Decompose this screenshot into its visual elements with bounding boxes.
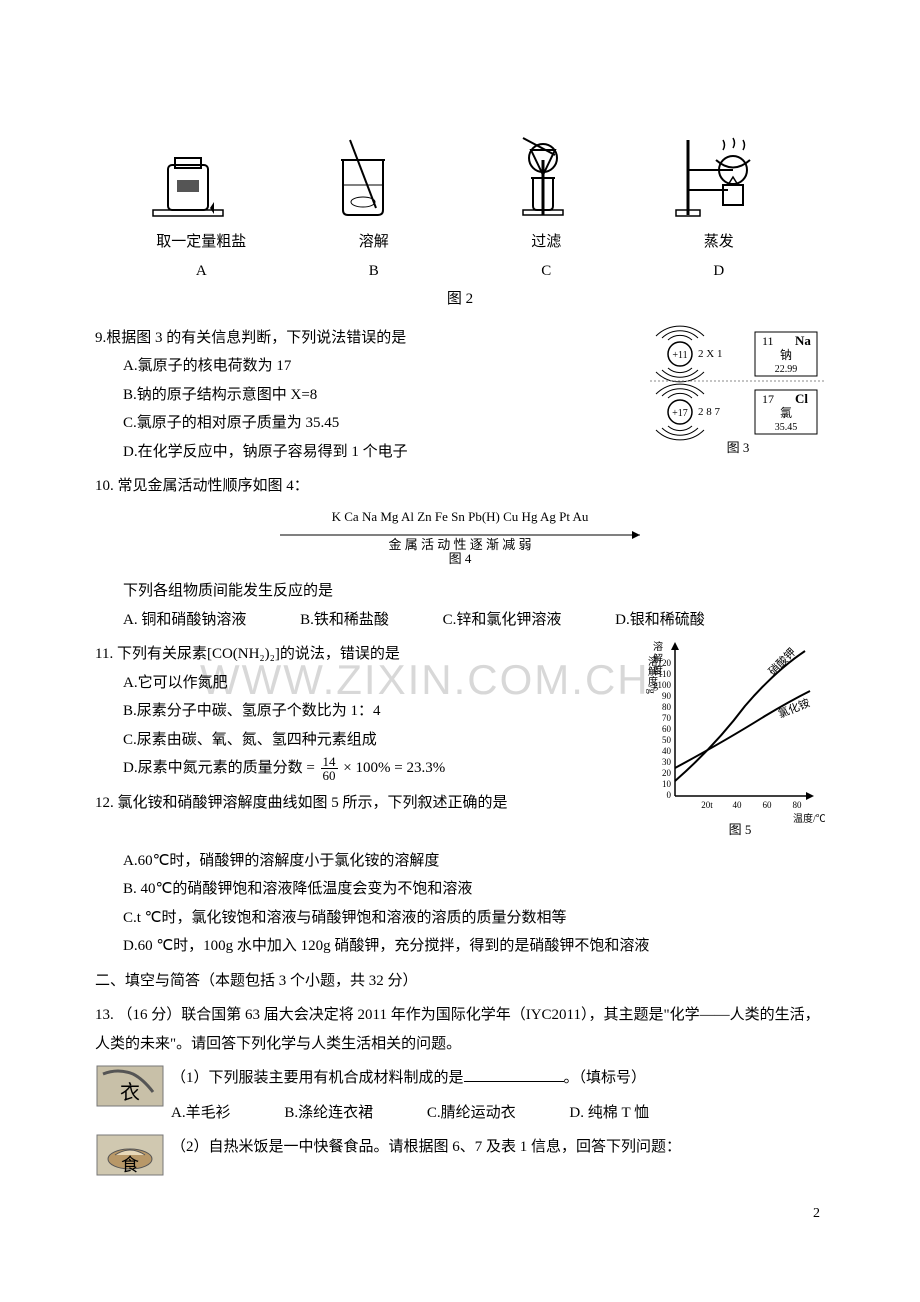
q12-option-c: C.t ℃时，氯化铵饱和溶液与硝酸钾饱和溶液的溶质的质量分数相等 <box>123 904 825 933</box>
figure-5: 0 10 20 30 40 50 60 70 80 90 100 110 120… <box>645 636 825 847</box>
fig2-b-letter: B <box>288 257 461 286</box>
fig2-d-letter: D <box>633 257 806 286</box>
svg-text:衣: 衣 <box>120 1081 140 1104</box>
clothes-icon: 衣 <box>95 1064 165 1119</box>
svg-text:氯: 氯 <box>780 406 792 420</box>
q12-option-b: B. 40℃的硝酸钾饱和溶液降低温度会变为不饱和溶液 <box>123 875 825 904</box>
blank-input[interactable] <box>464 1081 564 1082</box>
svg-text:80: 80 <box>793 800 803 810</box>
q10-options: A. 铜和硝酸钠溶液 B.铁和稀盐酸 C.锌和氯化钾溶液 D.银和稀硫酸 <box>123 606 825 635</box>
svg-text:温度/℃: 温度/℃ <box>793 812 825 825</box>
svg-text:17: 17 <box>762 392 774 406</box>
fig2-b-label: 溶解 <box>288 228 461 257</box>
fraction-icon: 14 60 <box>321 755 338 782</box>
fig2-item-a <box>143 130 233 224</box>
fig2-a-label: 取一定量粗盐 <box>115 228 288 257</box>
svg-text:硝酸钾: 硝酸钾 <box>765 645 798 678</box>
svg-text:60: 60 <box>662 724 672 734</box>
q10-option-d: D.银和稀硫酸 <box>615 606 705 635</box>
fig2-c-label: 过滤 <box>460 228 633 257</box>
svg-text:20: 20 <box>662 768 672 778</box>
svg-text:40: 40 <box>733 800 743 810</box>
filter-icon <box>493 120 593 220</box>
svg-text:钠: 钠 <box>780 347 792 362</box>
svg-text:35.45: 35.45 <box>775 422 798 433</box>
svg-text:食: 食 <box>121 1155 139 1175</box>
q12-option-a: A.60℃时，硝酸钾的溶解度小于氯化铵的溶解度 <box>123 847 825 876</box>
figure-4: K Ca Na Mg Al Zn Fe Sn Pb(H) Cu Hg Ag Pt… <box>95 507 825 576</box>
svg-text:70: 70 <box>662 713 672 723</box>
food-icon: 食 <box>95 1133 165 1188</box>
svg-text:11: 11 <box>762 334 774 348</box>
svg-text:60: 60 <box>763 800 773 810</box>
q12-option-d: D.60 ℃时，100g 水中加入 120g 硝酸钾，充分搅拌，得到的是硝酸钾不… <box>123 932 825 961</box>
q10-stem: 10. 常见金属活动性顺序如图 4： <box>95 472 825 501</box>
svg-text:40: 40 <box>662 746 672 756</box>
svg-text:20t: 20t <box>701 800 713 810</box>
question-9: +11 2 X 1 11 Na 钠 22.99 +17 2 8 7 <box>95 324 825 467</box>
svg-text:80: 80 <box>662 702 672 712</box>
svg-text:g: g <box>653 680 658 691</box>
fig2-a-letter: A <box>115 257 288 286</box>
svg-text:30: 30 <box>662 757 672 767</box>
figure-3: +11 2 X 1 11 Na 钠 22.99 +17 2 8 7 <box>650 324 825 470</box>
svg-text:K Ca Na Mg Al Zn Fe Sn: K Ca Na Mg Al Zn Fe Sn Pb(H) Cu Hg Ag Pt… <box>332 509 589 524</box>
beaker-stir-icon <box>308 130 418 220</box>
fig2-item-b <box>308 130 418 224</box>
fig2-item-d <box>668 120 778 224</box>
q10-option-c: C.锌和氯化钾溶液 <box>443 606 562 635</box>
fig2-caption: 图 2 <box>95 285 825 314</box>
q13-sub1-a: A.羊毛衫 <box>171 1099 231 1128</box>
q13-sub1-c: C.腈纶运动衣 <box>427 1099 516 1128</box>
svg-text:Cl: Cl <box>795 391 808 406</box>
figure-2: 取一定量粗盐 溶解 过滤 蒸发 A B C D 图 2 <box>95 120 825 314</box>
fig2-d-label: 蒸发 <box>633 228 806 257</box>
svg-text:10: 10 <box>662 779 672 789</box>
q10-option-a: A. 铜和硝酸钠溶液 <box>123 606 246 635</box>
q11-d-post: × 100% = 23.3% <box>343 760 445 776</box>
q13-sub2: （2）自热米饭是一中快餐食品。请根据图 6、7 及表 1 信息，回答下列问题： <box>171 1133 825 1162</box>
question-13: 13. （16 分）联合国第 63 届大会决定将 2011 年作为国际化学年（I… <box>95 1001 825 1188</box>
svg-text:溶: 溶 <box>653 640 663 653</box>
svg-text:100: 100 <box>658 680 672 690</box>
fig2-item-c <box>493 120 593 224</box>
svg-text:度: 度 <box>653 664 663 677</box>
question-10: 10. 常见金属活动性顺序如图 4： K Ca Na Mg Al Zn Fe S… <box>95 472 825 634</box>
evaporate-icon <box>668 120 778 220</box>
svg-text:+17: +17 <box>672 408 688 419</box>
svg-text:图 5: 图 5 <box>729 822 752 836</box>
q13-sub1-b: B.涤纶连衣裙 <box>284 1099 373 1128</box>
fig2-c-letter: C <box>460 257 633 286</box>
q11-d-pre: D.尿素中氮元素的质量分数 = <box>123 760 315 776</box>
svg-text:金 属 活 动 性 逐 渐 减 弱: 金 属 活 动 性 逐 渐 减 弱 <box>388 537 531 552</box>
question-11: 0 10 20 30 40 50 60 70 80 90 100 110 120… <box>95 640 825 783</box>
svg-text:0: 0 <box>667 790 672 800</box>
svg-text:2 8 7: 2 8 7 <box>698 406 721 418</box>
q13-stem: 13. （16 分）联合国第 63 届大会决定将 2011 年作为国际化学年（I… <box>95 1001 825 1058</box>
svg-text:22.99: 22.99 <box>775 364 798 375</box>
q10-option-b: B.铁和稀盐酸 <box>300 606 389 635</box>
q13-sub1-d: D. 纯棉 T 恤 <box>569 1099 649 1128</box>
q13-sub1: （1）下列服装主要用有机合成材料制成的是。（填标号） <box>171 1064 825 1093</box>
svg-text:Na: Na <box>795 333 811 348</box>
jar-icon <box>143 130 233 220</box>
svg-text:解: 解 <box>653 652 663 665</box>
page-number: 2 <box>813 1201 820 1228</box>
q10-sub: 下列各组物质间能发生反应的是 <box>123 577 825 606</box>
svg-text:90: 90 <box>662 691 672 701</box>
svg-text:图 4: 图 4 <box>449 551 472 565</box>
section-2-heading: 二、填空与简答（本题包括 3 个小题，共 32 分） <box>95 967 825 996</box>
svg-text:2 X 1: 2 X 1 <box>698 348 722 360</box>
svg-text:+11: +11 <box>672 350 687 361</box>
svg-text:50: 50 <box>662 735 672 745</box>
q13-sub1-options: A.羊毛衫 B.涤纶连衣裙 C.腈纶运动衣 D. 纯棉 T 恤 <box>171 1099 825 1128</box>
svg-text:图 3: 图 3 <box>727 440 750 455</box>
